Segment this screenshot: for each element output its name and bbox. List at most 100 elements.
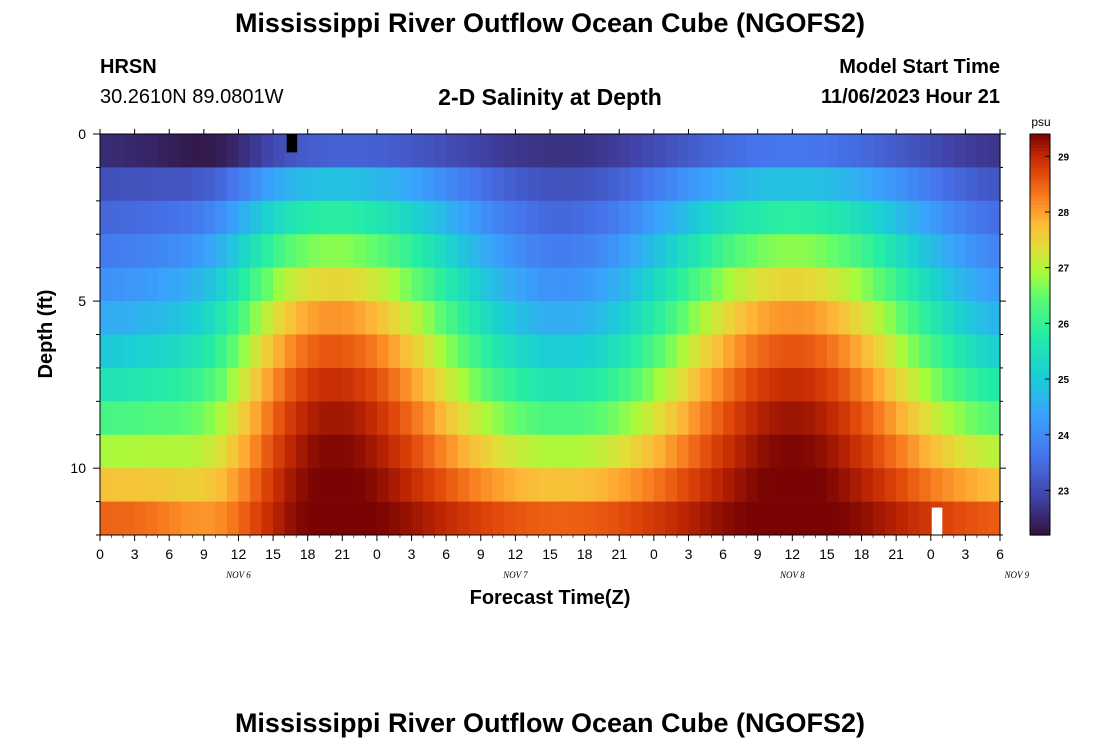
- colorbar-segment: [1030, 434, 1050, 439]
- heatmap-cell: [330, 234, 343, 268]
- heatmap-cell: [134, 401, 147, 436]
- heatmap-cell: [457, 301, 470, 335]
- heatmap-cell: [146, 267, 159, 302]
- heatmap-cell: [653, 301, 666, 335]
- heatmap-cell: [711, 301, 724, 335]
- colorbar-segment: [1030, 304, 1050, 309]
- heatmap-cell: [653, 401, 666, 436]
- heatmap-cell: [884, 134, 897, 168]
- heatmap-cell: [100, 167, 113, 202]
- heatmap-cell: [884, 167, 897, 202]
- heatmap-cell: [757, 434, 770, 469]
- colorbar-segment: [1030, 344, 1050, 349]
- heatmap-cell: [942, 267, 955, 302]
- heatmap-cell: [342, 367, 355, 402]
- heatmap-cell: [861, 434, 874, 469]
- heatmap-cell: [226, 367, 240, 402]
- heatmap-cell: [665, 134, 678, 168]
- heatmap-cell: [965, 200, 978, 235]
- heatmap-cell: [123, 234, 136, 268]
- heatmap-cell: [803, 134, 816, 168]
- colorbar-segment: [1030, 468, 1050, 473]
- heatmap-cell: [792, 167, 805, 202]
- heatmap-cell: [134, 134, 147, 168]
- heatmap-cell: [907, 200, 920, 235]
- heatmap-cell: [630, 501, 643, 536]
- colorbar-segment: [1030, 334, 1050, 339]
- heatmap-cell: [284, 334, 297, 369]
- heatmap-cell: [988, 468, 1001, 502]
- heatmap-cell: [550, 334, 563, 369]
- heatmap-cell: [250, 468, 263, 502]
- heatmap-cell: [746, 301, 759, 335]
- heatmap-cell: [792, 334, 805, 369]
- heatmap-cell: [180, 434, 193, 469]
- heatmap-cell: [815, 301, 828, 335]
- heatmap-cell: [215, 301, 228, 335]
- heatmap-cell: [238, 468, 251, 502]
- heatmap-cell: [676, 468, 690, 502]
- y-tick-label: 0: [78, 126, 86, 142]
- heatmap-cell: [446, 501, 459, 536]
- heatmap-cell: [711, 267, 724, 302]
- heatmap-cell: [100, 267, 113, 302]
- heatmap-cell: [838, 367, 851, 402]
- heatmap-cell: [550, 134, 563, 168]
- heatmap-cell: [780, 267, 793, 302]
- colorbar-segment: [1030, 260, 1050, 265]
- heatmap-cell: [607, 200, 620, 235]
- heatmap-cell: [492, 367, 505, 402]
- heatmap-cell: [203, 301, 216, 335]
- colorbar-segment: [1030, 441, 1050, 446]
- heatmap-cell: [192, 134, 205, 168]
- colorbar-segment: [1030, 147, 1050, 152]
- heatmap-cell: [296, 501, 309, 536]
- heatmap-cell: [100, 234, 113, 268]
- heatmap-cell: [665, 501, 678, 536]
- colorbar-segment: [1030, 448, 1050, 453]
- heatmap-cell: [838, 334, 851, 369]
- heatmap-cell: [192, 367, 205, 402]
- heatmap-cell: [180, 501, 193, 536]
- heatmap-cell: [353, 134, 366, 168]
- heatmap-cell: [307, 367, 320, 402]
- heatmap-cell: [353, 234, 366, 268]
- colorbar-segment: [1030, 377, 1050, 382]
- heatmap-cell: [596, 301, 609, 335]
- heatmap-cell: [584, 468, 597, 502]
- heatmap-cell: [826, 334, 840, 369]
- heatmap-cell: [930, 301, 943, 335]
- colorbar-segment: [1030, 438, 1050, 443]
- colorbar-segment: [1030, 214, 1050, 219]
- colorbar-segment: [1030, 207, 1050, 212]
- heatmap-cell: [446, 167, 459, 202]
- heatmap-cell: [676, 501, 690, 536]
- heatmap-cell: [353, 367, 366, 402]
- heatmap-cell: [157, 434, 170, 469]
- heatmap-cell: [423, 501, 436, 536]
- colorbar-segment: [1030, 274, 1050, 279]
- heatmap-cell: [492, 301, 505, 335]
- heatmap-cell: [503, 401, 516, 436]
- colorbar-segment: [1030, 167, 1050, 172]
- heatmap-cell: [538, 334, 551, 369]
- heatmap-cell: [596, 234, 609, 268]
- heatmap-cell: [642, 501, 655, 536]
- heatmap-cell: [642, 334, 655, 369]
- heatmap-cell: [169, 434, 182, 469]
- heatmap-cell: [273, 367, 286, 402]
- heatmap-cell: [953, 367, 966, 402]
- heatmap-cell: [584, 501, 597, 536]
- heatmap-cell: [780, 367, 793, 402]
- heatmap-cell: [307, 334, 320, 369]
- heatmap-cell: [561, 367, 574, 402]
- x-tick-label: 6: [996, 546, 1004, 562]
- heatmap-cell: [850, 501, 863, 536]
- heatmap-cell: [573, 434, 586, 469]
- heatmap-cell: [538, 301, 551, 335]
- heatmap-cell: [757, 501, 770, 536]
- x-axis: 0 3 6 9 12 15 18 21 0 3 6 9 12 15 18 21 0 3 6 9 12 15 18 21 0 3 6N…: [96, 129, 1030, 580]
- heatmap-cell: [803, 401, 816, 436]
- colorbar-segment: [1030, 281, 1050, 285]
- heatmap-cell: [630, 468, 643, 502]
